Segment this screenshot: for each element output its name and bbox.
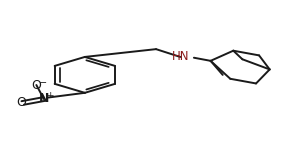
Text: O: O — [32, 79, 41, 92]
Text: HN: HN — [171, 50, 189, 63]
Text: −: − — [39, 78, 47, 88]
Text: +: + — [46, 91, 54, 100]
Text: N: N — [39, 92, 49, 105]
Text: O: O — [16, 96, 26, 110]
